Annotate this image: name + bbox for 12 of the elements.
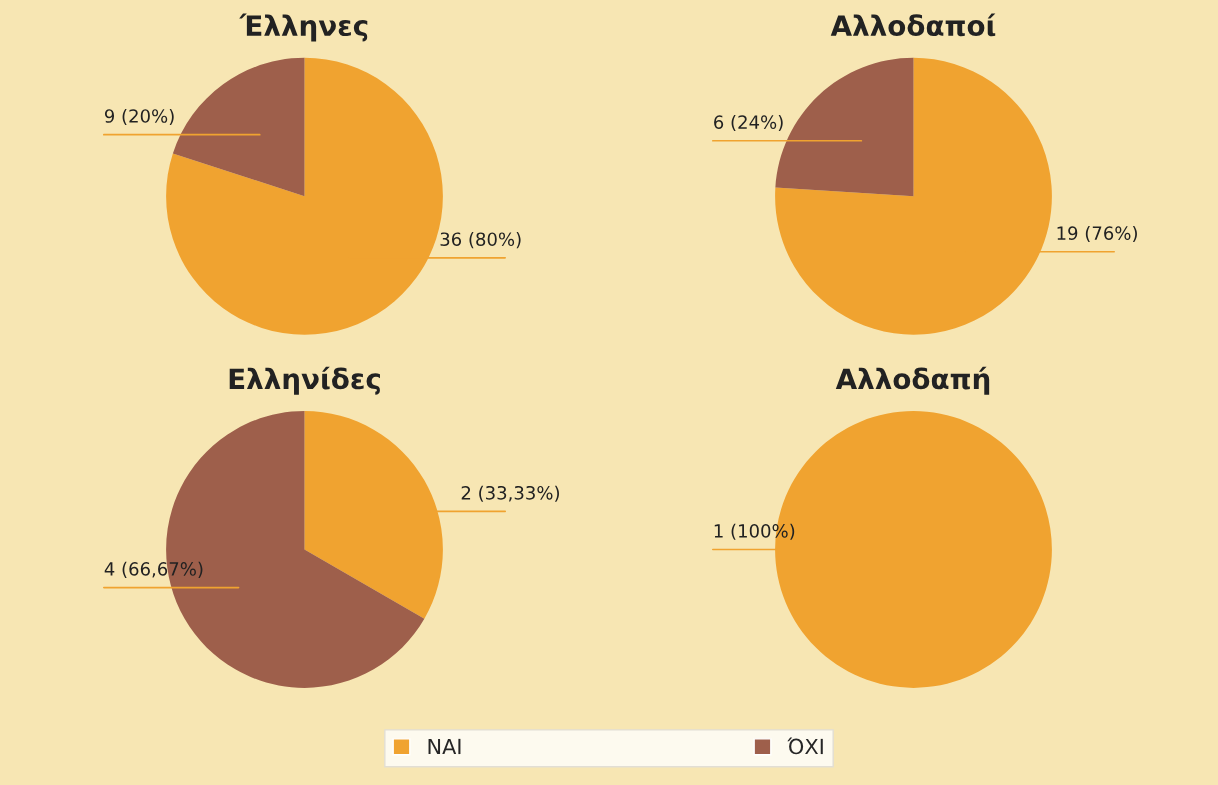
data-label: 36 (80%) [440,232,521,249]
data-label: 9 (20%) [104,108,174,125]
chart-title: Έλληνες [239,13,368,42]
pie-slice [172,57,305,197]
chart-title: Αλλοδαπή [835,366,990,395]
data-label: 19 (76%) [1057,225,1137,243]
legend-label: ΝΑΙ [428,738,461,755]
data-label: 2 (33,33%) [461,485,559,502]
chart-title: Αλλοδαποί [830,13,996,37]
chart-title: Ελληνίδες [229,366,380,395]
legend-label: ΌΧΙ [787,737,823,755]
data-label: 6 (24%) [714,115,783,132]
